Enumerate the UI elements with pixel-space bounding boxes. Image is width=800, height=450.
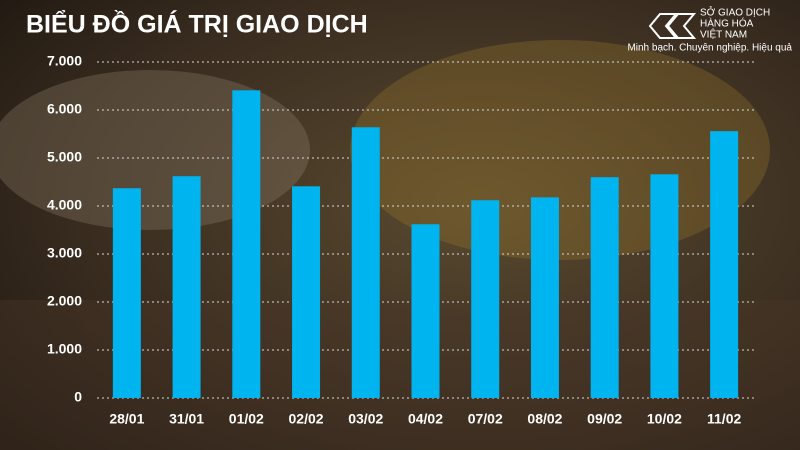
x-tick-label: 09/02 [587,411,622,427]
y-tick-label: 2.000 [47,293,82,309]
y-tick-label: 0 [74,389,82,405]
x-tick-label: 01/02 [229,411,264,427]
bar [112,188,141,398]
y-tick-label: 3.000 [47,245,82,261]
x-tick-label: 10/02 [647,411,682,427]
y-tick-label: 6.000 [47,101,82,117]
bar [172,176,201,398]
bar [530,197,559,398]
bar [590,177,619,398]
x-tick-label: 07/02 [468,411,503,427]
x-tick-label: 02/02 [289,411,324,427]
logo-tagline: Minh bạch. Chuyên nghiệp. Hiệu quả [627,43,792,54]
logo-icon [648,13,697,39]
x-tick-label: 31/01 [169,411,204,427]
bar [292,186,321,398]
y-tick-label: 5.000 [47,149,82,165]
logo: SỞ GIAO DỊCH HÀNG HÓA VIỆT NAM Minh bạch… [627,6,792,54]
chart-title: BIỂU ĐỒ GIÁ TRỊ GIAO DỊCH [26,9,368,39]
bar [232,90,261,398]
y-tick-label: 1.000 [47,341,82,357]
bar [650,174,679,398]
logo-line: VIỆT NAM [700,28,747,41]
x-tick-label: 08/02 [527,411,562,427]
y-tick-label: 7.000 [47,53,82,69]
y-tick-label: 4.000 [47,197,82,213]
x-tick-label: 03/02 [348,411,383,427]
bar [351,127,380,398]
bar [710,131,739,398]
x-tick-label: 04/02 [408,411,443,427]
x-tick-label: 11/02 [707,411,741,427]
logo-line: HÀNG HÓA [700,17,754,30]
logo-line: SỞ GIAO DỊCH [700,6,770,19]
bar [471,200,500,398]
bar [411,224,440,398]
x-tick-label: 28/01 [109,411,144,427]
